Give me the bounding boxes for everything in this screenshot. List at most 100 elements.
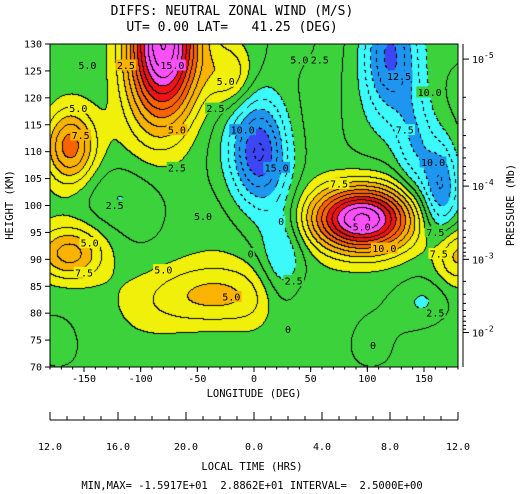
contour-label-bg [277,215,286,227]
contour-label-bg [428,247,450,259]
contour-label-bg [205,102,226,114]
y-tick-label: 130 [24,40,42,51]
contour-label-bg [309,54,331,66]
contour-label-bg [221,291,242,303]
contour-label: 7.5 [430,249,448,260]
contour-label: 5.0 [69,104,87,115]
x-tick-label: 150 [415,374,433,385]
contour-label-bg [394,124,416,136]
y-tick-label: 80 [30,309,42,320]
contour-label: 15.0 [265,163,289,174]
pressure-tick-label: 10-4 [472,178,494,193]
pressure-tick-label: 10-3 [472,251,494,266]
local-time-tick-label: 8.0 [381,442,399,453]
local-time-tick-label: 0.0 [245,442,263,453]
contour-label: 7.5 [72,131,90,142]
contour-label: 5.0 [81,239,99,250]
contour-label: 5.0 [194,212,212,223]
contour-label-bg [68,102,89,114]
y-tick-label: 90 [30,255,42,266]
contour-label: 5.0 [217,77,235,88]
contour-label-bg [115,59,137,71]
local-time-axis-label: LOCAL TIME (HRS) [201,461,302,473]
contour-label: 15.0 [160,61,184,72]
x-tick-label: 100 [358,374,376,385]
contour-label: 10.0 [372,244,396,255]
y-tick-label: 75 [30,336,42,347]
contour-label: 5.0 [168,126,186,137]
contour-label: 7.5 [426,228,444,239]
contour-label-bg [263,161,291,173]
contour-label-bg [351,221,372,233]
y-tick-label: 85 [30,282,42,293]
contour-label: 10.0 [418,88,442,99]
contour-label-bg [385,70,413,82]
pressure-axis: 10-5 10-4 10-3 10-2 [462,44,494,367]
contour-label: 2.5 [285,276,303,287]
contour-label-bg [246,247,255,259]
x-tick-label: 0 [251,374,257,385]
contour-label-bg [425,226,446,238]
contour-label: 0 [370,341,376,352]
contour-label: 0 [285,325,291,336]
x-tick-label: -150 [72,374,96,385]
contour-label-bg [328,177,350,189]
pressure-tick-label: 10-5 [472,51,494,66]
contour-label: 5.0 [78,61,96,72]
contour-label-bg [77,59,98,71]
contour-label-bg [370,242,398,254]
contour-label-bg [283,323,293,335]
x-tick-label: 50 [305,374,317,385]
min-max-interval-summary: MIN,MAX= -1.5917E+01 2.8862E+01 INTERVAL… [81,480,422,492]
y-tick-label: 70 [30,363,42,374]
contour-label-bg [73,266,95,278]
local-time-axis: 12.0 16.0 20.0 0.0 4.0 8.0 12.0 [38,412,470,453]
contour-label: 0 [248,249,254,260]
contour-label: 2.5 [426,309,444,320]
x-tick-label: -100 [129,374,153,385]
contour-label-bg [289,54,310,66]
contour-label-bg [166,124,188,136]
contour-label-bg [153,264,174,276]
contour-label: 5.0 [154,266,172,277]
contour-label: 5.0 [222,293,240,304]
contour-label: 2.5 [117,61,135,72]
contour-label-bg [368,339,378,351]
y-tick-label: 110 [24,147,42,158]
x-axis-label: LONGITUDE (DEG) [207,388,302,400]
contour-label-bg [425,307,446,319]
contour-label-bg [416,86,444,98]
chart-title: DIFFS: NEUTRAL ZONAL WIND (M/S) [111,4,354,19]
local-time-tick-label: 12.0 [446,442,470,453]
contour-label: 5.0 [353,223,371,234]
contour-label-bg [79,237,100,249]
contour-label-bg [215,75,236,87]
y-axis: 70 75 80 85 90 95 100 105 110 115 120 125 130 [24,40,50,374]
contour-label: 12.5 [387,72,411,83]
local-time-tick-label: 16.0 [106,442,130,453]
contour-label: 0 [278,217,284,228]
local-time-tick-label: 4.0 [313,442,331,453]
y-axis-label: HEIGHT (KM) [4,170,16,240]
y-tick-label: 95 [30,228,42,239]
x-tick-label: -50 [188,374,206,385]
contour-label-bg [70,129,91,141]
y-tick-label: 105 [24,174,42,185]
contour-label-bg [419,156,447,168]
y-tick-label: 125 [24,66,42,77]
contour-label: 5.0 [290,56,308,67]
x-axis: -150 -100 -50 0 50 100 150 [49,367,459,385]
contour-label: 10.0 [231,126,255,137]
contour-label: 2.5 [206,104,224,115]
contour-label-bg [283,274,304,286]
contour-label-bg [229,124,257,136]
local-time-tick-label: 20.0 [174,442,198,453]
contour-label: 2.5 [168,163,186,174]
contour-label-bg [192,210,214,222]
y-tick-label: 115 [24,120,42,131]
contour-label: 10.0 [421,158,445,169]
y-tick-label: 120 [24,93,42,104]
local-time-tick-label: 12.0 [38,442,62,453]
contour-label: 7.5 [330,179,348,190]
contour-label-bg [159,59,186,71]
